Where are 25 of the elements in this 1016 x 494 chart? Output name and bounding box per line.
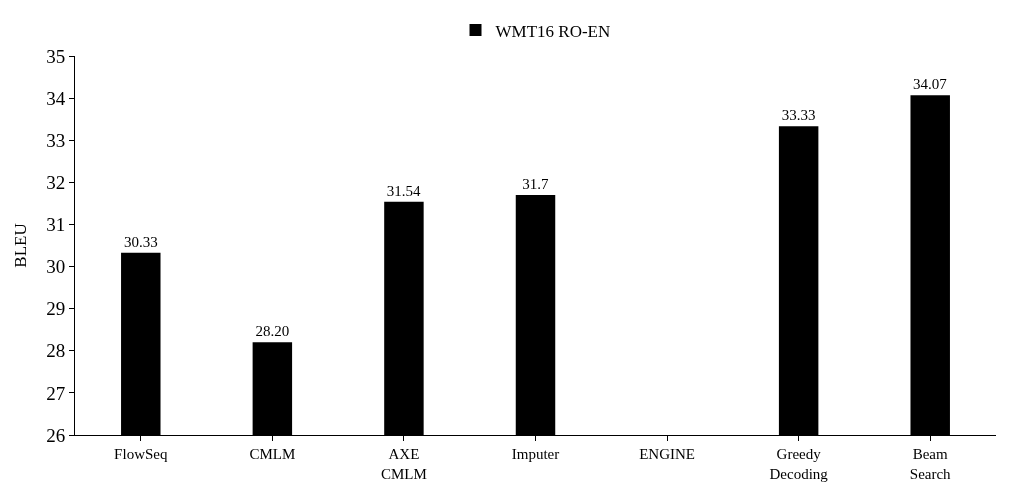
x-tick-label: CMLM — [249, 446, 296, 462]
data-label: 28.20 — [255, 323, 290, 340]
y-tick-label: 34 — [46, 87, 66, 109]
y-axis-title: BLEU — [10, 223, 30, 268]
y-tick-label: 29 — [46, 298, 66, 320]
data-label: 30.33 — [123, 233, 158, 250]
x-tick-label: Beam Search — [909, 446, 952, 482]
data-label: 31.54 — [386, 182, 422, 199]
data-label: 31.7 — [522, 175, 549, 192]
y-tick-label: 35 — [46, 45, 66, 67]
y-tick-label: 30 — [46, 256, 66, 278]
y-tick-label: 27 — [46, 382, 66, 404]
y-tick-label: 26 — [46, 424, 66, 446]
x-tick-label: Greedy Decoding — [769, 446, 829, 482]
y-tick-label: 31 — [46, 214, 66, 236]
y-tick-label: 33 — [46, 129, 66, 151]
y-tick-label: 32 — [46, 171, 66, 193]
x-tick-label: FlowSeq — [114, 446, 168, 462]
data-label: 33.33 — [781, 107, 816, 124]
data-label: 34.07 — [913, 76, 948, 93]
y-tick-label: 28 — [46, 340, 66, 362]
legend-label: WMT16 RO-EN — [495, 21, 611, 41]
x-tick-label: AXE CMLM — [381, 446, 427, 482]
x-tick-label: ENGINE — [639, 446, 695, 462]
x-tick-label: Imputer — [511, 446, 560, 462]
